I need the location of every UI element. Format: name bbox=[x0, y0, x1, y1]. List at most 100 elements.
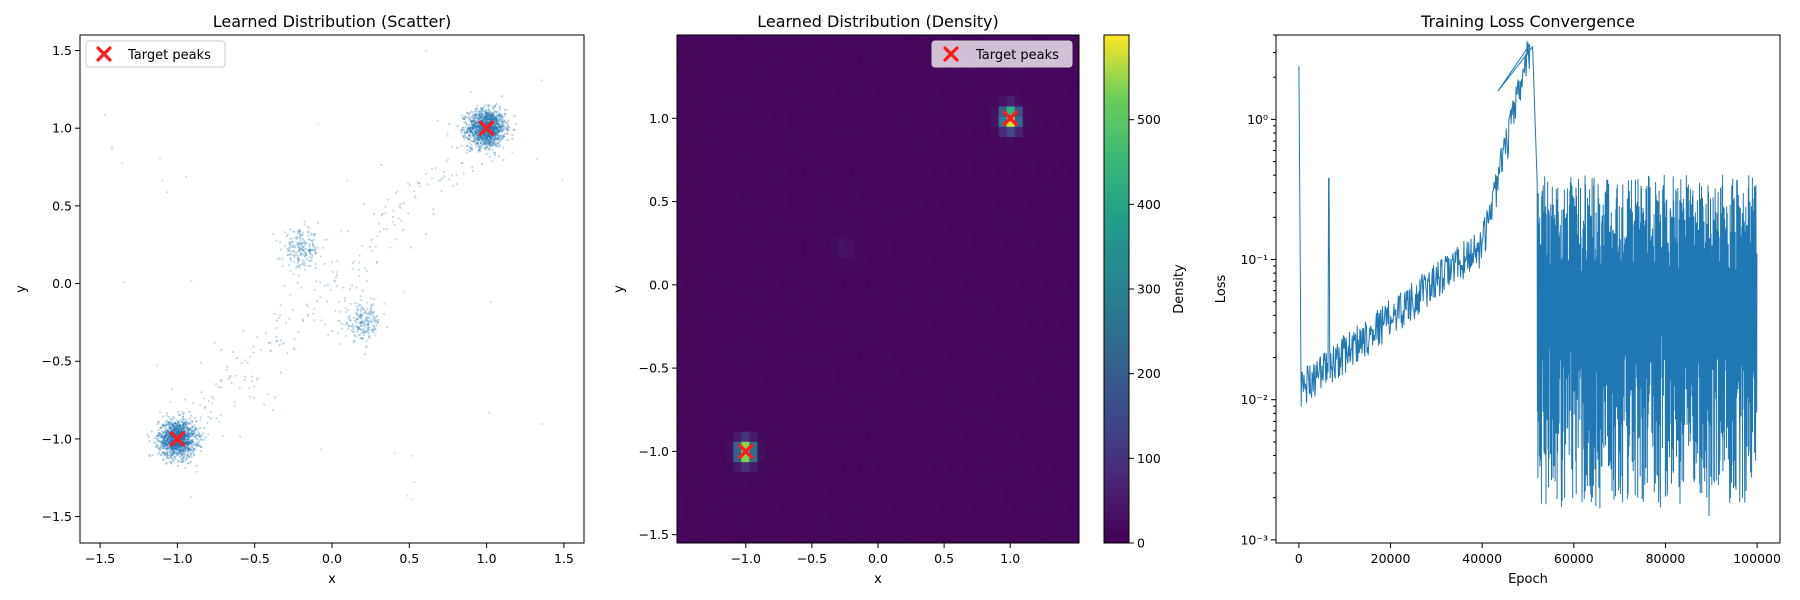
scatter-point bbox=[478, 135, 481, 138]
scatter-point bbox=[163, 442, 165, 445]
scatter-point bbox=[179, 430, 182, 432]
scatter-point bbox=[356, 313, 358, 316]
scatter-point bbox=[493, 140, 495, 143]
density-cell bbox=[765, 75, 774, 87]
scatter-point bbox=[175, 441, 178, 444]
scatter-point bbox=[284, 245, 286, 247]
scatter-point bbox=[301, 242, 303, 245]
density-cell bbox=[773, 329, 782, 341]
scatter-point bbox=[364, 310, 367, 312]
scatter-point bbox=[502, 135, 505, 138]
density-cell bbox=[869, 217, 879, 229]
density-cell bbox=[837, 116, 847, 127]
density-cell bbox=[894, 441, 903, 452]
density-cell bbox=[757, 492, 766, 503]
scatter-point bbox=[172, 459, 175, 462]
scatter-point bbox=[163, 438, 166, 441]
scatter-point bbox=[333, 279, 336, 282]
scatter-point bbox=[178, 443, 181, 445]
density-cell bbox=[677, 339, 686, 351]
density-cell bbox=[829, 146, 839, 158]
scatter-point bbox=[503, 113, 506, 115]
density-cell bbox=[886, 309, 895, 320]
scatter-point bbox=[498, 125, 501, 128]
density-cell bbox=[813, 400, 823, 412]
scatter-point bbox=[172, 427, 175, 430]
scatter-point bbox=[207, 400, 210, 403]
density-cell bbox=[861, 512, 871, 524]
scatter-point bbox=[150, 430, 153, 433]
density-cell bbox=[869, 268, 879, 280]
scatter-point bbox=[171, 425, 174, 427]
scatter-point bbox=[494, 131, 497, 134]
scatter-point bbox=[186, 438, 188, 441]
scatter-point bbox=[471, 121, 473, 123]
scatter-point bbox=[435, 167, 437, 170]
scatter-point bbox=[293, 347, 295, 350]
density-cell bbox=[741, 299, 750, 310]
scatter-point bbox=[191, 430, 194, 433]
density-cell bbox=[821, 441, 831, 452]
scatter-point bbox=[164, 445, 167, 448]
scatter-point bbox=[492, 125, 495, 128]
scatter-point bbox=[503, 109, 506, 111]
scatter-point bbox=[489, 113, 492, 115]
density-cell bbox=[805, 65, 815, 77]
density-cell bbox=[869, 55, 879, 66]
scatter-point bbox=[478, 139, 480, 142]
scatter-point bbox=[170, 427, 173, 430]
scatter-point bbox=[169, 425, 171, 428]
scatter-point bbox=[187, 433, 190, 436]
density-cell bbox=[829, 380, 839, 391]
scatter-point bbox=[494, 127, 497, 130]
scatter-point bbox=[163, 440, 166, 443]
scatter-point bbox=[501, 124, 504, 127]
density-cell bbox=[757, 370, 766, 381]
scatter-point bbox=[540, 423, 543, 425]
scatter-point bbox=[395, 238, 398, 241]
scatter-ytick-label: −0.5 bbox=[42, 354, 72, 369]
density-cell bbox=[725, 299, 734, 310]
density-cell bbox=[693, 451, 702, 463]
scatter-point bbox=[178, 433, 181, 436]
scatter-point bbox=[176, 426, 179, 428]
density-cell bbox=[797, 258, 807, 270]
scatter-point bbox=[157, 433, 160, 436]
scatter-point bbox=[497, 135, 499, 137]
scatter-point bbox=[480, 108, 482, 110]
scatter-point bbox=[491, 129, 494, 132]
density-cell bbox=[757, 319, 766, 331]
scatter-point bbox=[181, 427, 183, 430]
scatter-point bbox=[308, 243, 311, 245]
scatter-point bbox=[365, 345, 368, 348]
scatter-point bbox=[293, 261, 296, 264]
scatter-point bbox=[171, 453, 174, 456]
scatter-point bbox=[479, 135, 482, 138]
scatter-point bbox=[186, 426, 188, 429]
density-cell bbox=[813, 492, 823, 503]
density-cell bbox=[845, 136, 855, 148]
scatter-point bbox=[480, 130, 483, 132]
density-cell bbox=[853, 522, 863, 534]
density-cell bbox=[749, 512, 758, 524]
scatter-point bbox=[495, 126, 498, 128]
scatter-point bbox=[407, 182, 409, 185]
density-cell bbox=[685, 532, 694, 543]
scatter-point bbox=[166, 438, 169, 440]
density-cell bbox=[837, 471, 847, 483]
scatter-point bbox=[189, 428, 192, 431]
density-cell bbox=[886, 329, 895, 341]
scatter-point bbox=[369, 309, 372, 312]
scatter-point bbox=[188, 441, 191, 444]
scatter-point bbox=[371, 311, 374, 313]
scatter-point bbox=[190, 448, 193, 451]
density-cell bbox=[837, 167, 847, 178]
density-cell bbox=[717, 329, 726, 341]
scatter-point bbox=[161, 439, 164, 442]
scatter-point bbox=[183, 435, 185, 438]
scatter-point bbox=[304, 251, 307, 254]
scatter-point bbox=[177, 448, 179, 451]
scatter-point bbox=[305, 254, 307, 257]
scatter-point bbox=[488, 143, 490, 145]
scatter-point bbox=[190, 430, 193, 433]
